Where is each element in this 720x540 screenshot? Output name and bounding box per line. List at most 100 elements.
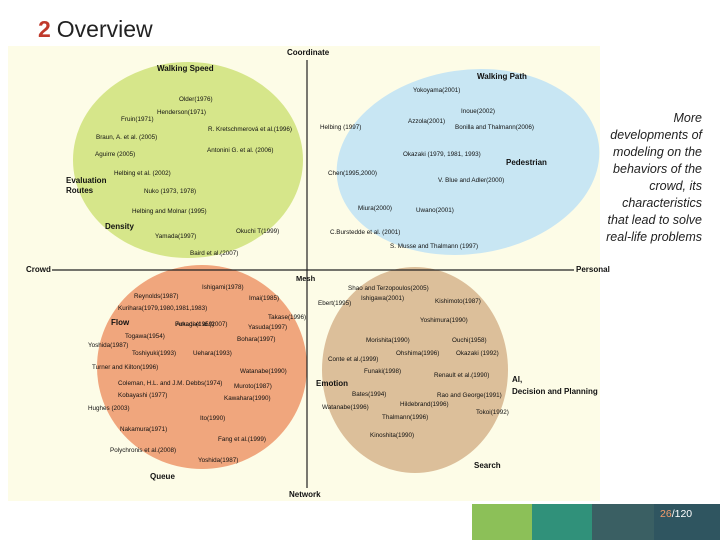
- region-walking-path: Walking Path: [477, 72, 527, 81]
- ref-orange: Toshiyuki(1993): [132, 350, 176, 357]
- ref-tan: Funaki(1998): [364, 368, 401, 375]
- region-ai-decision-planning: AI, Decision and Planning: [512, 375, 598, 396]
- ref-green: Older(1976): [179, 96, 213, 103]
- ref-green: Henderson(1971): [157, 109, 206, 116]
- ref-orange: Muroto(1987): [234, 383, 272, 390]
- ref-tan: Ouchi(1958): [452, 337, 487, 344]
- ref-blue: Okazaki (1979, 1981, 1993): [403, 151, 481, 158]
- ref-green: Antonini G. et al. (2006): [207, 147, 274, 154]
- ref-blue: Uwano(2001): [416, 207, 454, 214]
- ref-blue: V. Blue and Adler(2000): [438, 177, 504, 184]
- slide-title-text: Overview: [56, 16, 153, 42]
- ref-orange: Kobayashi (1977): [118, 392, 167, 399]
- ref-orange: Watanabe(1990): [240, 368, 287, 375]
- region-queue: Queue: [150, 472, 175, 481]
- page-current: 26: [660, 508, 672, 520]
- ref-green: Okuchi T(1999): [236, 228, 279, 235]
- ref-orange: Hughes (2003): [88, 405, 130, 412]
- region-density: Density: [105, 222, 134, 231]
- ref-tan: Watanabe(1996): [322, 404, 369, 411]
- side-note: More developments of modeling on the beh…: [606, 111, 702, 244]
- axis-top-label: Coordinate: [287, 48, 330, 57]
- footer-segment-slate: [654, 504, 720, 540]
- region-pedestrian: Pedestrian: [506, 158, 547, 167]
- ref-tan: Tokoi(1992): [476, 409, 509, 416]
- ref-tan: Okazaki (1992): [456, 350, 499, 357]
- axis-left-label: Crowd: [26, 265, 51, 274]
- ref-green: Baird et al.(2007): [190, 250, 238, 257]
- ref-tan: Kinoshita(1990): [370, 432, 414, 439]
- region-walking-speed: Walking Speed: [157, 64, 214, 73]
- region-emotion: Emotion: [316, 379, 348, 388]
- ref-blue: Chen(1995,2000): [328, 170, 377, 177]
- ref-blue: Yokoyama(2001): [413, 87, 460, 94]
- ref-tan: Renault et al.(1990): [434, 372, 489, 379]
- ref-orange: Yoshida(1987): [88, 342, 128, 349]
- ref-tan: Conte et al.(1999): [328, 356, 378, 363]
- ref-tan: Yoshimura(1990): [420, 317, 468, 324]
- slide-title: 2 Overview: [38, 16, 153, 43]
- ref-green: Nuko (1973, 1978): [144, 188, 196, 195]
- page-indicator: 26/120: [660, 508, 692, 520]
- ref-orange: Reynolds(1987): [134, 293, 178, 300]
- ref-tan: Ishigawa(2001): [361, 295, 404, 302]
- ref-tan: Bates(1994): [352, 391, 386, 398]
- axis-center-label: Mesh: [296, 274, 316, 283]
- ref-green: R. Kretschmerová et al.(1996): [208, 126, 292, 133]
- page-total: /120: [671, 508, 693, 520]
- footer-segment-dark: [592, 504, 654, 540]
- ref-tan: Ebert(1995): [318, 300, 351, 307]
- ref-tan: Hildebrand(1996): [400, 401, 449, 408]
- ref-blue: Azzola(2001): [408, 118, 445, 125]
- ref-orange: Coleman, H.L. and J.M. Debbs(1974): [118, 380, 222, 387]
- ref-blue: S. Musse and Thalmann (1997): [390, 243, 478, 250]
- ref-green: Braun, A. et al. (2005): [96, 134, 157, 141]
- axis-right-label: Personal: [576, 265, 610, 274]
- ref-blue: Miura(2000): [358, 205, 392, 212]
- ref-orange: Takase(1996): [268, 314, 306, 321]
- ref-blue: Helbing (1997): [320, 124, 361, 131]
- ref-orange: Uehara(1993): [193, 350, 232, 357]
- ref-tan: Ohshima(1996): [396, 350, 439, 357]
- ref-orange: Nakamura(1971): [120, 426, 167, 433]
- region-flow: Flow: [111, 318, 130, 327]
- ref-tan: Rao and George(1991): [437, 392, 502, 399]
- ref-orange: Imai(1985): [249, 295, 279, 302]
- ref-green: Yamada(1997): [155, 233, 196, 240]
- ref-tan: Morishita(1990): [366, 337, 410, 344]
- ref-green: Aguirre (2005): [95, 151, 135, 158]
- ref-orange: Fang et al.(1999): [218, 436, 266, 443]
- footer-segment-teal: [532, 504, 592, 540]
- slide-number: 2: [38, 16, 51, 42]
- ref-blue: Inoue(2002): [461, 108, 495, 115]
- ref-orange: Togawa(1954): [125, 333, 165, 340]
- ref-tan: Shao and Terzopoulos(2005): [348, 285, 429, 292]
- ref-orange: Ishigami(1978): [202, 284, 244, 291]
- ref-green: Helbing et al. (2002): [114, 170, 171, 177]
- ref-orange: Kurihara(1979,1980,1981,1983): [118, 305, 207, 312]
- region-search: Search: [474, 461, 501, 470]
- ref-orange: Kawahara(1990): [224, 395, 271, 402]
- ref-orange: Turner and Kilton(1996): [92, 364, 158, 371]
- ref-tan: Kishimoto(1987): [435, 298, 481, 305]
- region-evaluation-routes: Evaluation Routes: [66, 176, 109, 195]
- ref-green: Fruin(1971): [121, 116, 154, 123]
- walking-speed-region: [73, 62, 303, 258]
- ref-orange: Fukada(1959): [175, 321, 214, 328]
- flow-region: [97, 265, 307, 469]
- emotion-region: [322, 267, 508, 473]
- axis-bottom-label: Network: [289, 490, 321, 499]
- ref-blue: Bonilla and Thalmann(2006): [455, 124, 534, 131]
- walking-path-region: [336, 69, 600, 255]
- ref-orange: Bohara(1997): [237, 336, 276, 343]
- footer-segment-green: [472, 504, 532, 540]
- ref-orange: Ito(1990): [200, 415, 225, 422]
- ref-green: Helbing and Molnar (1995): [132, 208, 207, 215]
- ref-blue: C.Burstedde et al. (2001): [330, 229, 400, 236]
- ref-orange: Polychronis et al.(2008): [110, 447, 176, 454]
- ref-orange: Yoshida(1987): [198, 457, 238, 464]
- ref-orange: Yasuda(1997): [248, 324, 287, 331]
- ref-orange: Amagi et al.(2007): [176, 321, 227, 328]
- ref-tan: Thalmann(1996): [382, 414, 428, 421]
